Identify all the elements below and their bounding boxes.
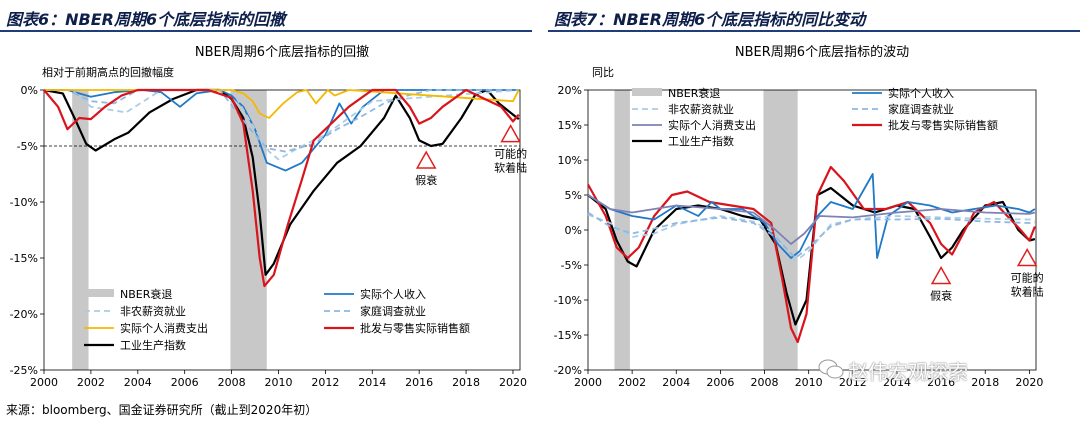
right-y-tick-label: 15% [558,119,582,132]
right-x-tick-label: 2006 [706,376,734,389]
left-y-tick-label: -15% [10,252,38,265]
right-soft-landing-marker [1016,247,1038,267]
left-false-recession-label: 假衰 [415,173,437,187]
left-x-tick-label: 2016 [405,376,433,389]
right-chart-title: NBER周期6个底层指标的波动 [735,44,909,60]
figure-header-left: 图表6：NBER周期6个底层指标的回撤 [0,0,532,32]
right-x-tick-label: 2018 [971,376,999,389]
left-y-tick-label: -25% [10,364,38,377]
right-y-tick-label: -15% [554,329,582,342]
right-legend-label-0: NBER衰退 [668,86,720,100]
left-chart-title: NBER周期6个底层指标的回撤 [195,44,369,60]
left-y-axis-label: 相对于前期高点的回撤幅度 [42,65,174,79]
left-soft-landing-label-1: 可能的 [494,147,527,161]
source-note: 来源：bloomberg、国金证券研究所（截止到2020年初） [6,403,318,417]
left-legend-label-2: 非农薪资就业 [120,304,186,318]
left-recession-band-0 [72,90,89,370]
figure-header-right: 图表7：NBER周期6个底层指标的同比变动 [548,0,1080,32]
right-x-tick-label: 2010 [795,376,823,389]
left-legend-label-0: NBER衰退 [120,287,172,301]
right-x-tick-label: 2004 [662,376,690,389]
left-x-tick-label: 2002 [77,376,105,389]
watermark: 赵伟宏观探索 [848,360,968,384]
left-legend-label-3: 家庭调查就业 [360,304,426,318]
right-legend-label-1: 实际个人收入 [888,86,954,100]
right-x-tick-label: 2008 [751,376,779,389]
right-series-line-1 [587,165,1036,344]
left-x-tick-label: 2020 [499,376,527,389]
right-legend-swatch-0 [632,88,662,96]
right-y-tick-label: 0% [565,224,582,237]
left-series-line-5 [43,88,520,288]
right-false-recession-label: 假衰 [930,289,952,303]
right-series-line-5 [587,211,1036,259]
figure-label-left: 图表6：NBER周期6个底层指标的回撤 [6,10,286,29]
left-legend-label-4: 实际个人消费支出 [120,321,208,335]
right-y-tick-label: 5% [565,189,582,202]
left-x-tick-label: 2018 [452,376,480,389]
right-x-tick-label: 2000 [574,376,602,389]
left-soft-landing-marker [500,124,521,143]
left-x-tick-label: 2010 [264,376,292,389]
right-x-tick-label: 2012 [839,376,867,389]
right-soft-landing-label-1: 可能的 [1011,271,1044,285]
left-x-tick-label: 2000 [30,376,58,389]
left-y-tick-label: -5% [17,140,38,153]
right-y-tick-label: -5% [561,259,582,272]
left-y-tick-label: 0% [21,84,38,97]
left-series-line-3 [44,89,519,153]
right-legend-label-6: 工业生产指数 [668,134,734,148]
left-legend-label-1: 实际个人收入 [360,287,426,301]
left-legend-label-5: 批发与零售实际销售额 [360,321,470,335]
right-x-tick-label: 2014 [883,376,911,389]
left-series-line-4 [44,89,520,119]
right-y-tick-label: -20% [554,364,582,377]
left-x-tick-label: 2014 [358,376,386,389]
left-x-tick-label: 2008 [218,376,246,389]
right-legend-label-4: 实际个人消费支出 [668,118,756,132]
left-x-tick-label: 2012 [311,376,339,389]
left-y-tick-label: -10% [10,196,38,209]
left-series-line-2 [44,89,519,161]
wechat-icon [818,359,844,379]
left-plot-frame [43,89,521,371]
left-y-tick-label: -20% [10,308,38,321]
right-x-tick-label: 2002 [618,376,646,389]
figure-label-right: 图表7：NBER周期6个底层指标的同比变动 [554,10,866,29]
right-y-axis-label: 同比 [592,66,614,79]
right-legend-label-5: 批发与零售实际销售额 [888,118,998,132]
right-x-tick-label: 2020 [1015,376,1043,389]
right-soft-landing-label-2: 软着陆 [1011,285,1044,299]
left-false-recession-marker [415,150,437,169]
right-legend-label-2: 非农薪资就业 [668,102,734,116]
right-y-tick-label: -10% [554,294,582,307]
left-series-line-0 [43,88,520,276]
right-false-recession-marker [930,265,952,285]
right-y-tick-label: 10% [558,154,582,167]
left-x-tick-label: 2004 [124,376,152,389]
right-legend-label-3: 家庭调查就业 [888,102,954,116]
right-series-line-3 [587,194,1036,245]
right-recession-band-0 [614,90,630,370]
left-x-tick-label: 2006 [171,376,199,389]
left-legend-swatch-0 [84,289,114,297]
left-legend-label-6: 工业生产指数 [120,338,186,352]
right-x-tick-label: 2016 [927,376,955,389]
left-soft-landing-label-2: 软着陆 [494,161,527,175]
right-y-tick-label: 20% [558,84,582,97]
right-series-line-4 [587,213,1036,263]
